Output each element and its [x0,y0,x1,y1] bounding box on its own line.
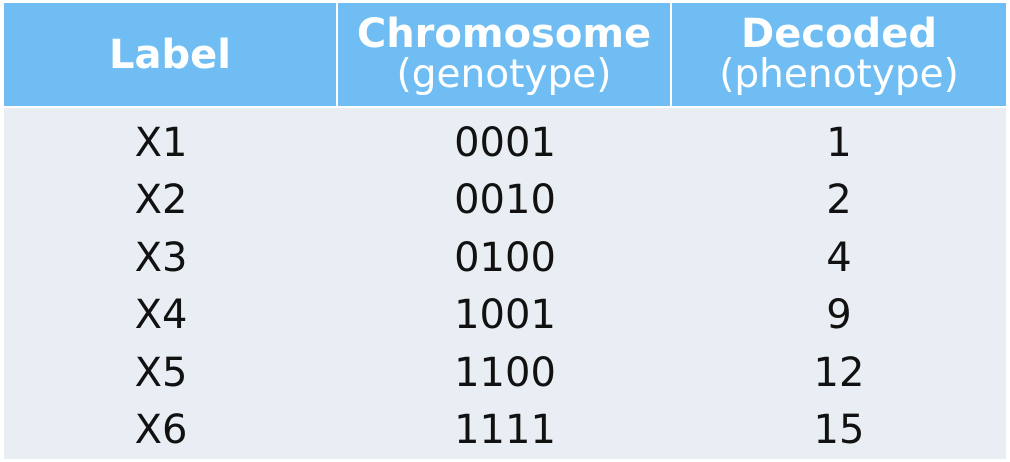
table-row: X5 1100 12 [4,344,1006,402]
table-row: X4 1001 9 [4,287,1006,345]
row-chromosome: 0001 [454,119,556,166]
header-label-title: Label [109,31,231,78]
chromosome-table: Label Chromosome (genotype) Decoded (phe… [4,3,1006,459]
row-decoded: 15 [813,407,865,454]
row-decoded: 12 [813,349,865,396]
header-chromosome-subtitle: (genotype) [396,52,612,98]
table-row: X1 0001 1 [4,114,1006,172]
row-decoded: 1 [826,119,852,166]
row-label: X5 [134,349,188,396]
row-label: X1 [134,119,188,166]
header-chromosome-title: Chromosome [356,11,652,58]
row-decoded: 9 [826,292,852,339]
row-chromosome: 0100 [454,234,556,281]
header-decoded-subtitle: (phenotype) [719,52,959,98]
row-chromosome: 1001 [454,292,556,339]
row-label: X3 [134,234,188,281]
row-decoded: 4 [826,234,852,281]
table-header: Label Chromosome (genotype) Decoded (phe… [4,3,1006,106]
header-decoded-title: Decoded [741,11,937,58]
header-chromosome: Chromosome (genotype) [338,3,672,106]
table-body: X1 0001 1 X2 0010 2 X3 0100 4 X4 1001 9 … [4,106,1006,459]
row-chromosome: 0010 [454,177,556,224]
row-chromosome: 1111 [454,407,556,454]
table-row: X3 0100 4 [4,229,1006,287]
row-label: X2 [134,177,188,224]
header-decoded: Decoded (phenotype) [672,3,1006,106]
row-label: X6 [134,407,188,454]
table-row: X6 1111 15 [4,402,1006,460]
row-chromosome: 1100 [454,349,556,396]
row-label: X4 [134,292,188,339]
row-decoded: 2 [826,177,852,224]
table-row: X2 0010 2 [4,172,1006,230]
header-label: Label [4,3,338,106]
